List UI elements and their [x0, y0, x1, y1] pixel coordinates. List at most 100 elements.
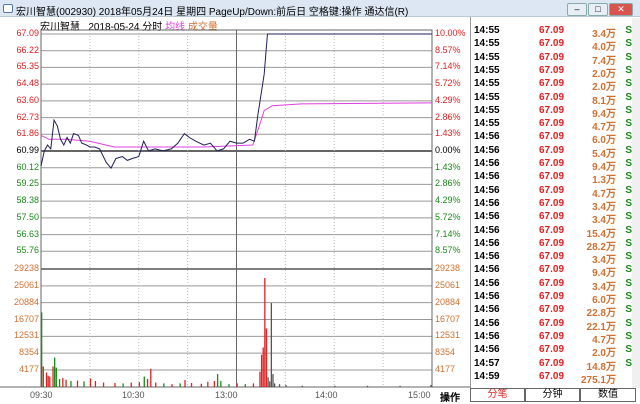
volume-bar	[269, 381, 271, 387]
tick-side: S	[625, 197, 632, 209]
volume-bar	[184, 380, 186, 387]
tick-price: 67.09	[539, 357, 565, 369]
tick-row: 14:56 67.09 2.0万 S	[471, 344, 636, 359]
volume-bar	[163, 383, 165, 387]
tick-time: 14:56	[474, 264, 500, 276]
tick-side: S	[625, 224, 632, 236]
volume-bar	[49, 376, 51, 387]
price-axis-label: 67.09	[16, 28, 39, 38]
volume-bar	[267, 377, 269, 387]
tick-price: 67.09	[539, 158, 565, 169]
avg-line-label[interactable]: 均线	[165, 22, 186, 33]
tick-side: S	[625, 184, 632, 196]
volume-bar	[70, 380, 72, 387]
maximize-button[interactable]: □	[588, 3, 608, 16]
time-axis-label: 09:30	[30, 390, 53, 400]
tick-time: 14:56	[474, 304, 500, 316]
volume-axis-label: 4177	[18, 364, 39, 374]
percent-axis-label: 1.43%	[435, 128, 461, 139]
tick-row: 14:56 67.09 22.8万 S	[471, 304, 636, 320]
intraday-chart[interactable]	[0, 0, 470, 402]
tick-price: 67.09	[539, 224, 565, 236]
percent-axis-label: 8.57%	[435, 245, 461, 256]
tick-list: 14:55 67.09 3.4万 S 14:55 67.09 4.0万 S 14:5…	[470, 17, 640, 388]
tick-price: 67.09	[539, 317, 565, 329]
tab-minutes[interactable]: 分钟	[525, 388, 580, 402]
tick-side: S	[625, 64, 632, 76]
tick-row: 14:56 67.09 28.2万 S	[471, 237, 636, 253]
tick-row: 14:56 67.09 3.4万 S	[471, 197, 636, 213]
tick-row: 14:59 67.09 275.1万	[471, 371, 636, 386]
percent-axis-label: 4.29%	[435, 94, 461, 105]
volume-bar	[143, 376, 145, 387]
price-line	[40, 33, 432, 169]
price-axis-label: 61.86	[16, 128, 39, 139]
tick-side: S	[625, 264, 632, 276]
percent-axis-label: 5.72%	[435, 211, 461, 222]
volume-bar	[200, 383, 202, 387]
tick-volume: 9.4万	[592, 162, 616, 173]
volume-bar	[228, 384, 230, 387]
volume-bar	[52, 366, 54, 387]
tick-price: 67.09	[539, 104, 565, 116]
tick-row: 14:56 67.09 4.7万 S	[471, 330, 636, 346]
volume-bar	[207, 381, 209, 387]
tick-price: 67.09	[539, 251, 565, 263]
tick-time: 14:56	[474, 224, 500, 236]
tick-price: 67.09	[539, 304, 565, 316]
tick-side: S	[625, 357, 632, 369]
tick-side: S	[625, 317, 632, 329]
time-axis-label: 15:00	[408, 390, 431, 400]
tick-row: 14:56 67.09 3.4万 S	[471, 251, 636, 266]
percent-axis-label: 5.72%	[435, 78, 461, 89]
volume-bar	[278, 384, 281, 387]
volume-bar	[220, 380, 222, 387]
tick-price: 67.09	[539, 291, 565, 302]
app-icon	[3, 4, 13, 13]
percent-axis-label: 10.00%	[435, 28, 466, 38]
tick-volume: 3.4万	[592, 201, 616, 213]
scrollbar[interactable]	[632, 18, 640, 388]
tick-row: 14:56 67.09 6.0万 S	[471, 291, 636, 306]
minimize-button[interactable]: –	[567, 3, 587, 16]
tick-volume: 4.7万	[592, 122, 616, 134]
volume-bar	[150, 368, 152, 387]
volume-axis-label: 12531	[435, 330, 461, 341]
percent-axis-label: 2.86%	[435, 178, 461, 189]
tick-price: 67.09	[539, 197, 565, 209]
tick-side: S	[625, 51, 632, 63]
tick-time: 14:56	[474, 330, 500, 342]
tick-volume: 3.4万	[592, 29, 616, 40]
price-axis-label: 60.12	[16, 161, 39, 172]
tick-row: 14:55 67.09 3.4万 S	[471, 25, 636, 40]
tick-time: 14:55	[474, 38, 500, 50]
tick-time: 14:56	[474, 237, 500, 249]
chart-subheader: 宏川智慧 2018-05-24 分时 均线 成交量	[40, 18, 218, 33]
price-axis-label: 59.25	[16, 178, 39, 189]
close-button[interactable]: ✕	[609, 3, 633, 16]
tick-price: 67.09	[539, 264, 565, 276]
tick-volume: 22.8万	[586, 308, 616, 320]
tick-volume: 3.4万	[592, 281, 616, 293]
tick-volume: 4.0万	[592, 42, 616, 54]
tick-row: 14:55 67.09 2.0万 S	[471, 78, 636, 93]
tick-volume: 275.1万	[580, 374, 616, 386]
tick-price: 67.09	[539, 38, 565, 50]
tick-time: 14:56	[474, 131, 500, 143]
volume-label[interactable]: 成交量	[187, 22, 218, 33]
tick-side: S	[625, 211, 632, 223]
tick-side: S	[625, 91, 632, 103]
tick-volume: 9.4万	[592, 108, 616, 120]
tick-volume: 3.4万	[592, 215, 616, 227]
tick-side: S	[625, 131, 632, 143]
tick-time: 14:56	[474, 277, 500, 289]
volume-bar	[252, 383, 255, 387]
tab-values[interactable]: 数值	[580, 388, 636, 402]
volume-axis-label: 8354	[435, 347, 456, 358]
volume-bar	[272, 374, 274, 387]
volume-bar	[62, 378, 64, 387]
tick-volume: 6.0万	[592, 135, 616, 147]
tab-ticks[interactable]: 分笔	[470, 388, 525, 402]
tick-row: 14:56 67.09 5.4万 S	[471, 145, 636, 160]
operate-label[interactable]: 操作	[440, 393, 460, 404]
